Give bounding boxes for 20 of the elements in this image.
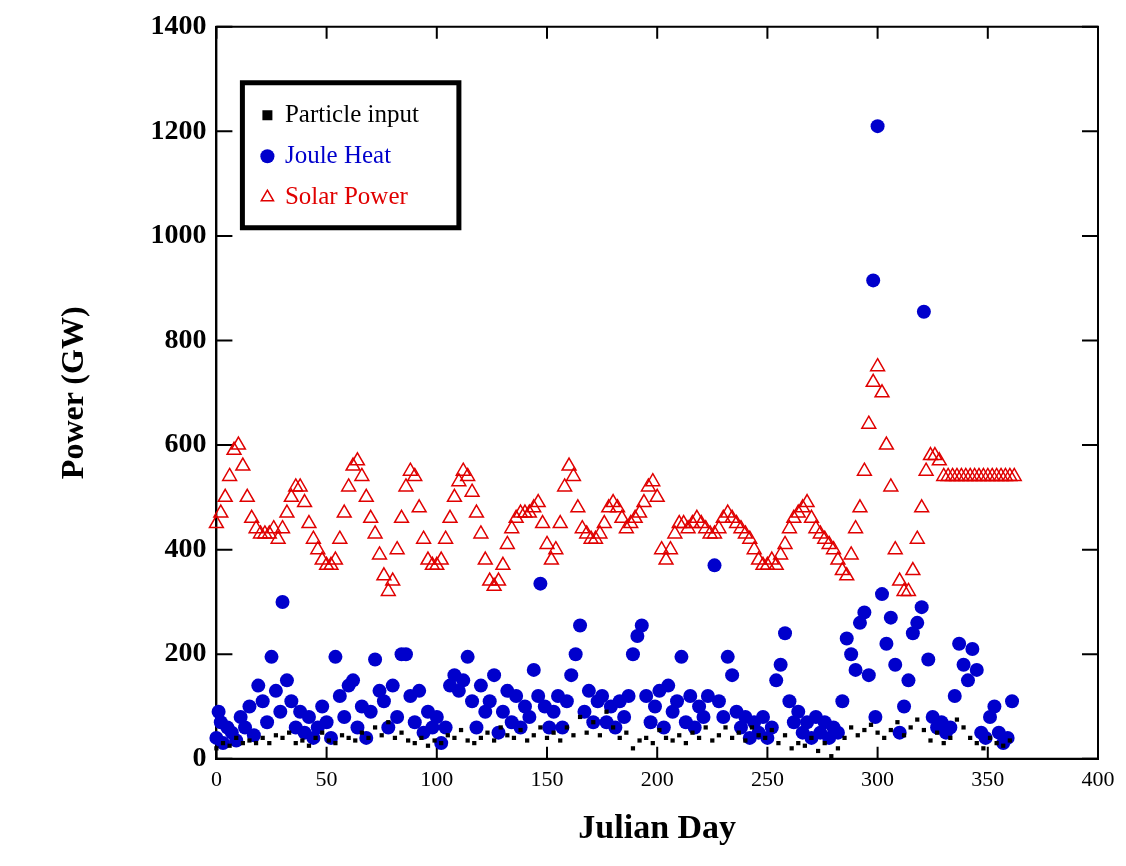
x-tick-label: 350: [971, 765, 1005, 791]
y-tick-label: 1200: [150, 113, 207, 145]
x-tick-label: 250: [750, 765, 784, 791]
legend-label: Solar Power: [284, 181, 409, 209]
x-tick-label: 200: [640, 765, 674, 791]
y-tick-label: 600: [164, 427, 207, 459]
x-tick-label: 300: [861, 765, 895, 791]
x-tick-label: 400: [1081, 765, 1115, 791]
x-tick-label: 100: [420, 765, 454, 791]
y-tick-label: 200: [164, 636, 207, 668]
y-axis-title: Power (GW): [54, 306, 91, 480]
y-tick-label: 1000: [150, 218, 207, 250]
x-tick-label: 150: [530, 765, 564, 791]
y-tick-label: 800: [164, 322, 207, 354]
legend-label: Particle input: [284, 99, 419, 127]
x-tick-label: 50: [315, 765, 338, 791]
y-tick-label: 400: [164, 531, 207, 563]
x-axis-title: Julian Day: [578, 808, 737, 846]
y-tick-label: 1400: [150, 9, 207, 41]
legend-label: Joule Heat: [284, 140, 392, 168]
